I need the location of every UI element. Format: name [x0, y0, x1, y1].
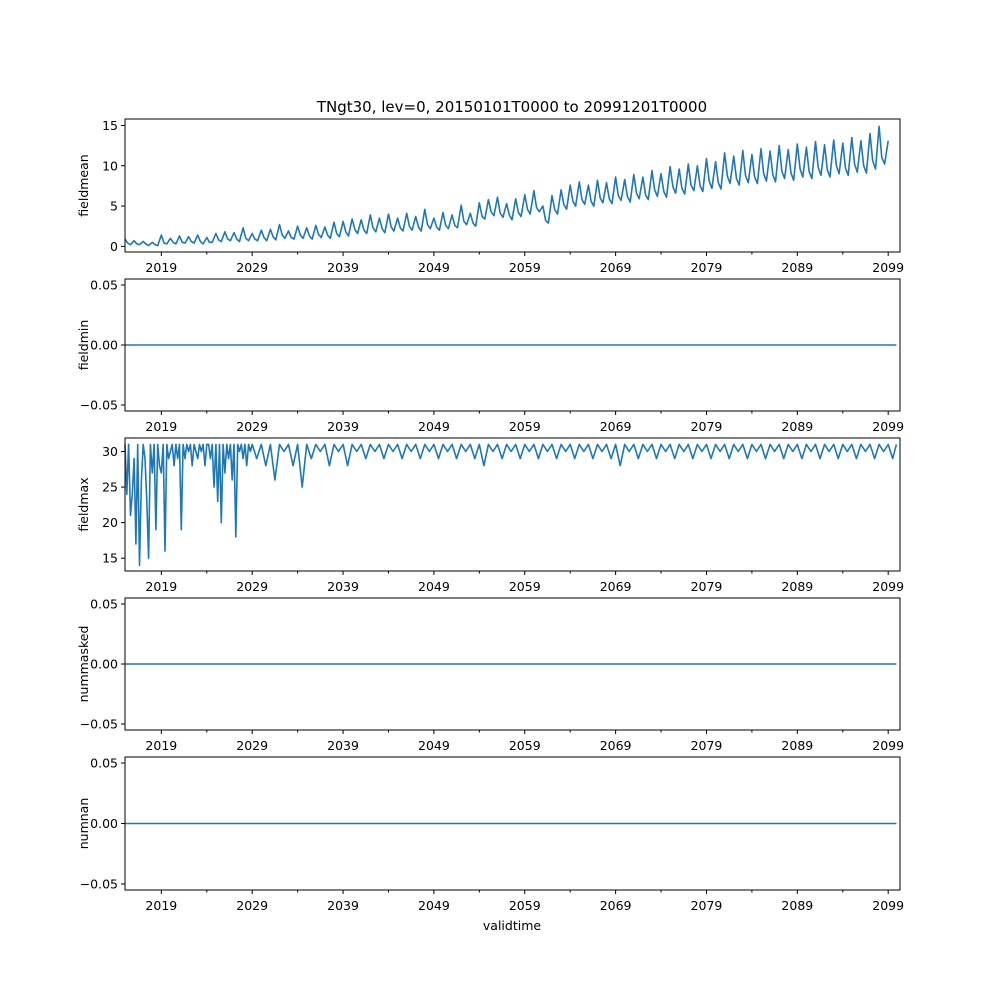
numnan-x-tick-label: 2089	[781, 898, 813, 913]
numnan-x-tick-label: 2039	[327, 898, 359, 913]
x-axis-label: validtime	[483, 918, 541, 933]
nummasked-x-tick-label: 2069	[600, 738, 632, 753]
fieldmax-y-tick-label: 30	[102, 444, 118, 459]
nummasked-axis-label: nummasked	[76, 626, 91, 703]
panels: 0 5 10 15 2019 2029 2039 2049 2059 2069 2079 2089 20…	[76, 118, 904, 913]
fieldmax-y-tick-label: 20	[102, 515, 118, 530]
fieldmin-x-tick-label: 2059	[509, 419, 541, 434]
fieldmean-series-line	[124, 125, 889, 247]
fieldmean-x-tick-label: 2049	[418, 260, 450, 275]
fieldmean-y-tick-label: 15	[102, 118, 118, 133]
fieldmean-x-tick-label: 2069	[600, 260, 632, 275]
numnan-x-tick-label: 2079	[691, 898, 723, 913]
fieldmin-x-tick-label: 2099	[872, 419, 904, 434]
fieldmean-x-tick-label: 2059	[509, 260, 541, 275]
fieldmin-x-tick-label: 2039	[327, 419, 359, 434]
fieldmax-x-tick-label: 2029	[236, 579, 268, 594]
nummasked-x-tick-label: 2029	[236, 738, 268, 753]
fieldmin-x-tick-label: 2089	[781, 419, 813, 434]
panel-nummasked: −0.05 0.00 0.05 2019 2029 2039 2049 2059 2069 207…	[76, 597, 904, 754]
nummasked-x-tick-label: 2089	[781, 738, 813, 753]
chart-title: TNgt30, lev=0, 20150101T0000 to 20991201…	[316, 98, 707, 116]
numnan-x-tick-label: 2019	[145, 898, 177, 913]
panel-numnan: −0.05 0.00 0.05 2019 2029 2039 2049 2059 2069 207…	[76, 756, 904, 913]
fieldmin-x-tick-label: 2029	[236, 419, 268, 434]
fieldmin-axis-label: fieldmin	[76, 320, 91, 371]
fieldmean-x-tick-label: 2019	[145, 260, 177, 275]
fieldmax-y-tick-label: 15	[102, 551, 118, 566]
fieldmax-x-tick-label: 2089	[781, 579, 813, 594]
fieldmax-x-tick-label: 2039	[327, 579, 359, 594]
fieldmean-x-tick-label: 2029	[236, 260, 268, 275]
fieldmax-x-tick-label: 2079	[691, 579, 723, 594]
panel-fieldmean: 0 5 10 15 2019 2029 2039 2049 2059 2069 2079 2089 20…	[76, 118, 904, 275]
nummasked-x-tick-label: 2039	[327, 738, 359, 753]
fieldmax-x-tick-label: 2069	[600, 579, 632, 594]
numnan-x-tick-label: 2059	[509, 898, 541, 913]
fieldmin-x-tick-label: 2019	[145, 419, 177, 434]
nummasked-y-tick-label: −0.05	[80, 717, 118, 732]
numnan-x-tick-label: 2049	[418, 898, 450, 913]
fieldmax-x-tick-label: 2059	[509, 579, 541, 594]
fieldmean-y-tick-label: 5	[110, 199, 118, 214]
nummasked-x-tick-label: 2079	[691, 738, 723, 753]
fieldmin-y-tick-label: 0.00	[90, 338, 118, 353]
fieldmax-plot-frame	[124, 437, 901, 572]
nummasked-x-tick-label: 2099	[872, 738, 904, 753]
nummasked-x-tick-label: 2059	[509, 738, 541, 753]
nummasked-y-tick-label: 0.05	[90, 597, 118, 612]
numnan-y-tick-label: 0.05	[90, 756, 118, 771]
fieldmax-y-tick-label: 25	[102, 480, 118, 495]
panel-fieldmax: 15 20 25 30 2019 2029 2039 2049 2059 2069 2079 2089…	[76, 437, 904, 594]
numnan-y-tick-label: −0.05	[80, 876, 118, 891]
fieldmean-y-tick-label: 0	[110, 239, 118, 254]
nummasked-x-tick-label: 2019	[145, 738, 177, 753]
fieldmin-y-tick-label: −0.05	[80, 398, 118, 413]
fieldmax-axis-label: fieldmax	[76, 477, 91, 531]
nummasked-x-tick-label: 2049	[418, 738, 450, 753]
fieldmean-y-tick-label: 10	[102, 158, 118, 173]
nummasked-y-tick-label: 0.00	[90, 657, 118, 672]
fieldmean-x-tick-label: 2099	[872, 260, 904, 275]
fieldmean-x-tick-label: 2079	[691, 260, 723, 275]
fieldmin-x-tick-label: 2079	[691, 419, 723, 434]
fieldmean-x-tick-label: 2039	[327, 260, 359, 275]
numnan-x-tick-label: 2029	[236, 898, 268, 913]
numnan-axis-label: numnan	[76, 798, 91, 850]
numnan-x-tick-label: 2099	[872, 898, 904, 913]
fieldmin-y-tick-label: 0.05	[90, 278, 118, 293]
numnan-x-tick-label: 2069	[600, 898, 632, 913]
fieldmax-x-tick-label: 2099	[872, 579, 904, 594]
fieldmax-series-line	[124, 443, 898, 567]
fieldmax-x-tick-label: 2049	[418, 579, 450, 594]
numnan-y-tick-label: 0.00	[90, 816, 118, 831]
panel-fieldmin: −0.05 0.00 0.05 2019 2029 2039 2049 2059 2069 207…	[76, 278, 904, 435]
fieldmean-axis-label: fieldmean	[76, 154, 91, 216]
fieldmin-x-tick-label: 2069	[600, 419, 632, 434]
fieldmean-x-tick-label: 2089	[781, 260, 813, 275]
fieldmin-x-tick-label: 2049	[418, 419, 450, 434]
fieldmean-plot-frame	[124, 118, 901, 253]
fieldmax-x-tick-label: 2019	[145, 579, 177, 594]
